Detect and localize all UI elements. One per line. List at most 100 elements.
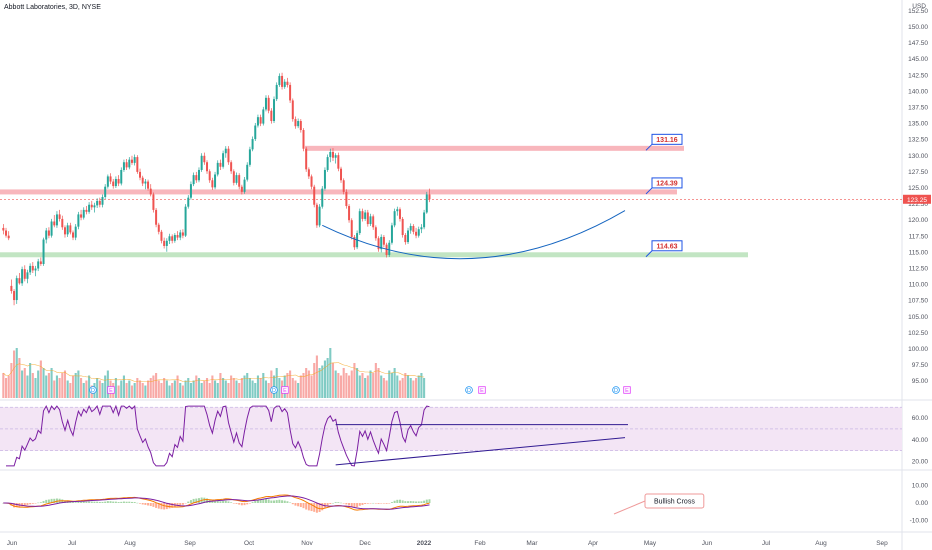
macd-histogram-bar: [53, 498, 56, 503]
macd-histogram-bar: [283, 500, 286, 503]
price-tick-label: 142.50: [908, 72, 928, 79]
event-marker-4[interactable]: E: [281, 386, 289, 394]
level-zone-3: [0, 252, 748, 258]
macd-histogram-bar: [345, 503, 348, 505]
macd-histogram-bar: [398, 499, 401, 503]
candle: [407, 227, 410, 245]
volume-bar: [385, 380, 388, 398]
macd-histogram-bar: [401, 500, 404, 503]
macd-histogram-bar: [160, 503, 163, 510]
volume-bar: [136, 378, 139, 398]
volume-bar: [179, 383, 182, 398]
candle: [305, 146, 308, 172]
macd-histogram-bar: [149, 503, 152, 507]
macd-histogram-bar: [302, 503, 305, 509]
macd-histogram-bar: [206, 498, 209, 503]
candle: [345, 189, 348, 209]
time-tick-label: 2022: [417, 540, 432, 547]
macd-histogram-bar: [310, 503, 313, 512]
macd-histogram-bar: [425, 499, 428, 503]
volume-bar: [259, 378, 262, 398]
volume-bar: [227, 383, 230, 398]
volume-bar: [361, 373, 364, 398]
candle: [273, 96, 276, 123]
macd-histogram-bar: [404, 501, 407, 503]
event-marker-5[interactable]: D: [465, 386, 473, 394]
macd-histogram-bar: [195, 498, 198, 503]
macd-histogram-bar: [203, 497, 206, 503]
candle: [340, 166, 343, 183]
macd-histogram-bar: [248, 503, 251, 504]
macd-histogram-bar: [104, 501, 107, 503]
price-tick-label: 115.00: [909, 249, 929, 256]
volume-bar: [364, 378, 367, 398]
candle: [26, 269, 29, 284]
candle: [412, 224, 415, 235]
macd-histogram-bar: [342, 503, 345, 504]
macd-histogram-bar: [197, 498, 200, 503]
price-tick-label: 137.50: [908, 105, 928, 112]
event-marker-8[interactable]: E: [623, 386, 631, 394]
candle: [326, 154, 329, 172]
candle: [61, 215, 64, 230]
volume-bar: [396, 375, 399, 398]
event-marker-2[interactable]: E: [107, 386, 115, 394]
macd-histogram-bar: [133, 502, 136, 503]
macd-histogram-bar: [329, 503, 332, 504]
candle: [29, 263, 32, 275]
macd-histogram-bar: [358, 503, 361, 506]
event-marker-6[interactable]: E: [478, 386, 486, 394]
macd-histogram-bar: [31, 503, 34, 504]
candle: [18, 273, 21, 285]
price-tick-label: 105.00: [908, 314, 928, 321]
macd-histogram-bar: [230, 502, 233, 503]
macd-histogram-bar: [393, 500, 396, 503]
volume-bar: [117, 385, 120, 398]
volume-bar: [66, 380, 69, 398]
volume-bar: [34, 378, 37, 398]
volume-bar: [74, 373, 77, 398]
annotation-2[interactable]: Bullish Cross: [613, 493, 705, 515]
macd-histogram-bar: [80, 501, 83, 503]
macd-histogram-bar: [47, 499, 50, 503]
candle: [152, 192, 155, 213]
time-tick-label: Jun: [7, 540, 18, 547]
candle: [302, 128, 305, 152]
macd-histogram-bar: [88, 501, 91, 503]
macd-histogram-bar: [270, 500, 273, 503]
candle: [331, 148, 334, 161]
volume-bar: [423, 378, 426, 398]
candle: [72, 230, 75, 241]
event-marker-3[interactable]: D: [270, 386, 278, 394]
candle: [163, 237, 166, 249]
macd-histogram-bar: [222, 500, 225, 503]
volume-bar: [31, 373, 34, 398]
level-zone-2: [0, 189, 677, 195]
time-tick-label: Mar: [526, 540, 538, 547]
price-tick-label: 147.50: [908, 40, 928, 47]
volume-bar: [305, 368, 308, 398]
macd-histogram-bar: [82, 501, 85, 503]
volume-bar: [420, 373, 423, 398]
volume-bar: [98, 380, 101, 398]
volume-bar: [58, 378, 61, 398]
macd-histogram-bar: [267, 499, 270, 503]
macd-histogram-bar: [77, 501, 80, 503]
time-tick-label: Aug: [815, 540, 827, 547]
volume-bar: [415, 378, 418, 398]
svg-text:D: D: [91, 388, 95, 394]
macd-histogram-bar: [39, 502, 42, 503]
macd-histogram-bar: [238, 503, 241, 505]
volume-bar: [243, 375, 246, 398]
level-label-1: 131.16: [645, 133, 683, 151]
candle: [50, 218, 53, 238]
event-marker-1[interactable]: D: [89, 386, 97, 394]
event-marker-7[interactable]: D: [612, 386, 620, 394]
candle: [21, 266, 24, 286]
candle: [310, 174, 313, 190]
macd-histogram-bar: [122, 501, 125, 503]
macd-histogram-bar: [326, 503, 329, 506]
time-tick-label: Dec: [359, 540, 371, 547]
macd-histogram-bar: [275, 500, 278, 503]
